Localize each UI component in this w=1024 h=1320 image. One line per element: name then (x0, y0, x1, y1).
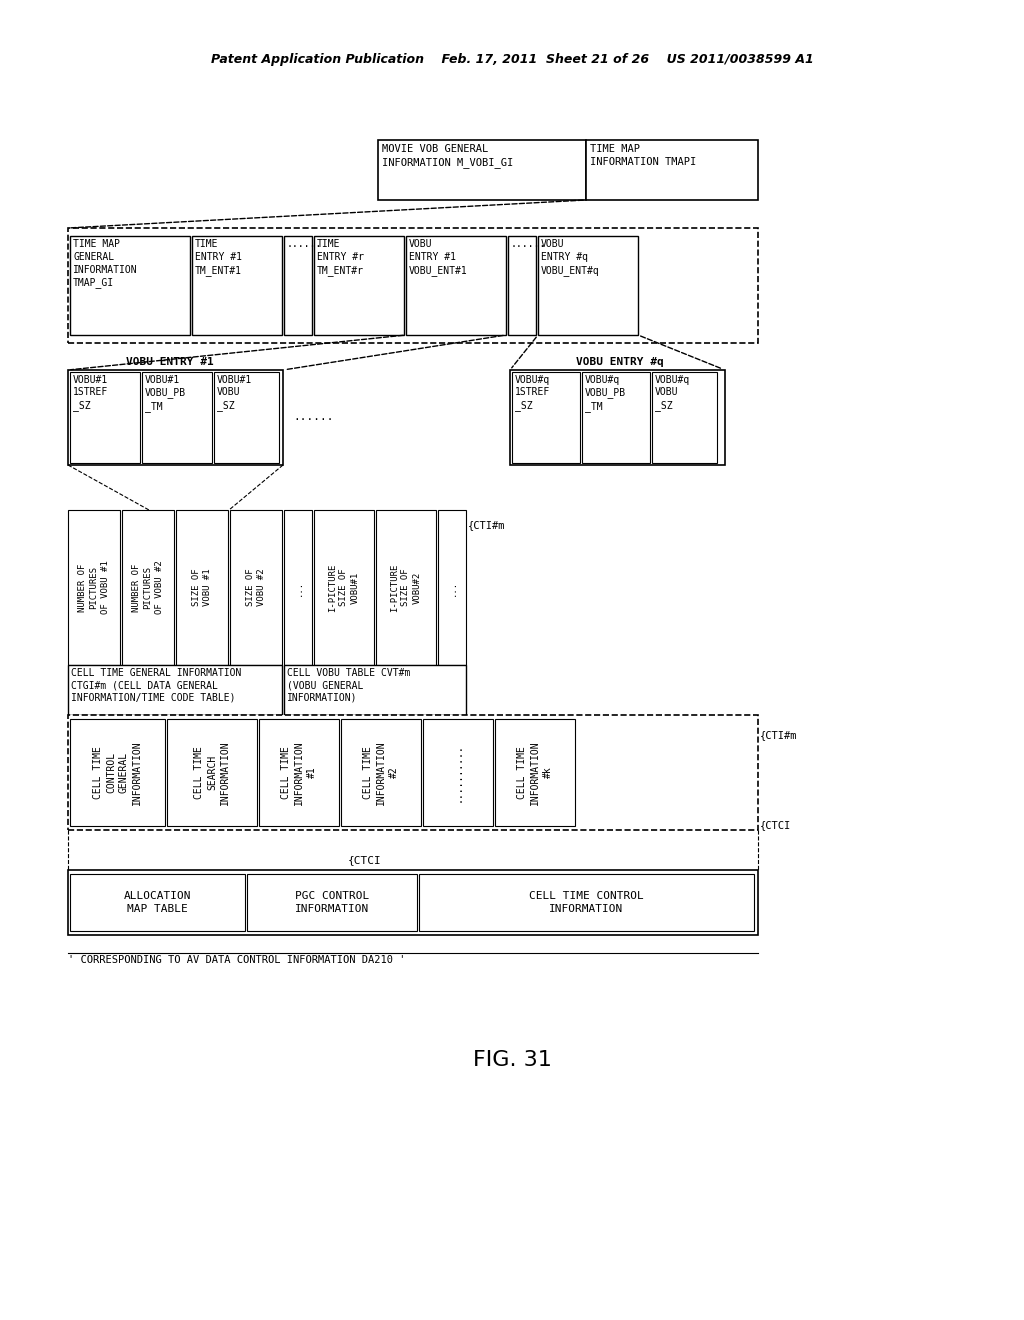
Bar (122, 510, 174, 665)
Text: {CTCI: {CTCI (348, 855, 382, 865)
Text: Patent Application Publication    Feb. 17, 2011  Sheet 21 of 26    US 2011/00385: Patent Application Publication Feb. 17, … (211, 54, 813, 66)
Text: VOBU#q
VOBU
_SZ: VOBU#q VOBU _SZ (655, 375, 690, 411)
Bar (214, 372, 279, 463)
Bar (314, 236, 404, 335)
Text: {CTI#m: {CTI#m (468, 520, 506, 531)
Text: ......: ...... (293, 412, 334, 422)
Text: TIME MAP
INFORMATION TMAPI: TIME MAP INFORMATION TMAPI (590, 144, 696, 168)
Text: ...: ... (447, 579, 457, 595)
Text: ALLOCATION
MAP TABLE: ALLOCATION MAP TABLE (124, 891, 191, 913)
Bar (284, 236, 312, 335)
Bar (510, 370, 725, 465)
Text: VOBU#1
VOBU_PB
_TM: VOBU#1 VOBU_PB _TM (145, 375, 186, 412)
Text: CELL TIME CONTROL
INFORMATION: CELL TIME CONTROL INFORMATION (529, 891, 644, 913)
Bar (376, 510, 436, 665)
Text: TIME MAP
GENERAL
INFORMATION
TMAP_GI: TIME MAP GENERAL INFORMATION TMAP_GI (73, 239, 137, 288)
Bar (167, 719, 257, 826)
Bar (70, 719, 165, 826)
Bar (142, 372, 212, 463)
Text: I-PICTURE
SIZE OF
VOBU#2: I-PICTURE SIZE OF VOBU#2 (390, 564, 422, 611)
Bar (378, 140, 586, 201)
Bar (582, 372, 650, 463)
Text: ...: ... (294, 579, 302, 595)
Text: CELL TIME
INFORMATION
#2: CELL TIME INFORMATION #2 (364, 741, 398, 805)
Text: {CTI#m: {CTI#m (760, 730, 798, 741)
Text: ' CORRESPONDING TO AV DATA CONTROL INFORMATION DA210 ': ' CORRESPONDING TO AV DATA CONTROL INFOR… (68, 954, 406, 965)
Bar (652, 372, 717, 463)
Text: VOBU
ENTRY #1
VOBU_ENT#1: VOBU ENTRY #1 VOBU_ENT#1 (409, 239, 468, 276)
Bar (193, 236, 282, 335)
Bar (68, 870, 758, 935)
Text: SIZE OF
VOBU #2: SIZE OF VOBU #2 (246, 569, 266, 606)
Bar (68, 510, 120, 665)
Bar (341, 719, 421, 826)
Text: VOBU ENTRY #q: VOBU ENTRY #q (577, 356, 664, 367)
Bar (419, 874, 754, 931)
Bar (259, 719, 339, 826)
Text: CELL TIME
INFORMATION
#1: CELL TIME INFORMATION #1 (282, 741, 316, 805)
Bar (438, 510, 466, 665)
Text: MOVIE VOB GENERAL
INFORMATION M_VOBI_GI: MOVIE VOB GENERAL INFORMATION M_VOBI_GI (382, 144, 513, 168)
Bar (247, 874, 417, 931)
Bar (70, 874, 245, 931)
Text: {CTCI: {CTCI (760, 820, 792, 830)
Bar (423, 719, 493, 826)
Text: VOBU ENTRY #1: VOBU ENTRY #1 (126, 356, 214, 367)
Bar (284, 665, 466, 715)
Bar (538, 236, 638, 335)
Text: SIZE OF
VOBU #1: SIZE OF VOBU #1 (191, 569, 212, 606)
Text: VOBU#q
1STREF
_SZ: VOBU#q 1STREF _SZ (515, 375, 550, 411)
Text: VOBU
ENTRY #q
VOBU_ENT#q: VOBU ENTRY #q VOBU_ENT#q (541, 239, 600, 276)
Text: CELL TIME
SEARCH
INFORMATION: CELL TIME SEARCH INFORMATION (195, 741, 229, 805)
Bar (314, 510, 374, 665)
Text: FIG. 31: FIG. 31 (472, 1049, 552, 1071)
Text: CELL VOBU TABLE CVT#m
(VOBU GENERAL
INFORMATION): CELL VOBU TABLE CVT#m (VOBU GENERAL INFO… (287, 668, 411, 702)
Text: ......: ...... (287, 239, 323, 249)
Bar (68, 228, 758, 343)
Bar (68, 665, 282, 715)
Text: I-PICTURE
SIZE OF
VOBU#1: I-PICTURE SIZE OF VOBU#1 (329, 564, 359, 611)
Text: NUMBER OF
PICTURES
OF VOBU #1: NUMBER OF PICTURES OF VOBU #1 (79, 561, 110, 614)
Text: VOBU#1
1STREF
_SZ: VOBU#1 1STREF _SZ (73, 375, 109, 411)
Text: CELL TIME
INFORMATION
#k: CELL TIME INFORMATION #k (517, 741, 553, 805)
Bar (68, 370, 283, 465)
Bar (68, 715, 758, 830)
Text: VOBU#1
VOBU
_SZ: VOBU#1 VOBU _SZ (217, 375, 252, 411)
Bar (70, 236, 190, 335)
Text: VOBU#q
VOBU_PB
_TM: VOBU#q VOBU_PB _TM (585, 375, 626, 412)
Bar (508, 236, 536, 335)
Text: TIME
ENTRY #1
TM_ENT#1: TIME ENTRY #1 TM_ENT#1 (195, 239, 242, 276)
Bar (230, 510, 282, 665)
Text: TIME
ENTRY #r
TM_ENT#r: TIME ENTRY #r TM_ENT#r (317, 239, 364, 276)
Bar (284, 510, 312, 665)
Bar (406, 236, 506, 335)
Text: CELL TIME
CONTROL
GENERAL
INFORMATION: CELL TIME CONTROL GENERAL INFORMATION (93, 741, 141, 805)
Text: CELL TIME GENERAL INFORMATION
CTGI#m (CELL DATA GENERAL
INFORMATION/TIME CODE TA: CELL TIME GENERAL INFORMATION CTGI#m (CE… (71, 668, 242, 702)
Bar (495, 719, 575, 826)
Text: ......: ...... (511, 239, 546, 249)
Bar (70, 372, 140, 463)
Text: PGC CONTROL
INFORMATION: PGC CONTROL INFORMATION (295, 891, 369, 913)
Bar (512, 372, 580, 463)
Bar (176, 510, 228, 665)
Text: NUMBER OF
PICTURES
OF VOBU #2: NUMBER OF PICTURES OF VOBU #2 (132, 561, 164, 614)
Bar (586, 140, 758, 201)
Text: ..........: .......... (453, 743, 463, 801)
